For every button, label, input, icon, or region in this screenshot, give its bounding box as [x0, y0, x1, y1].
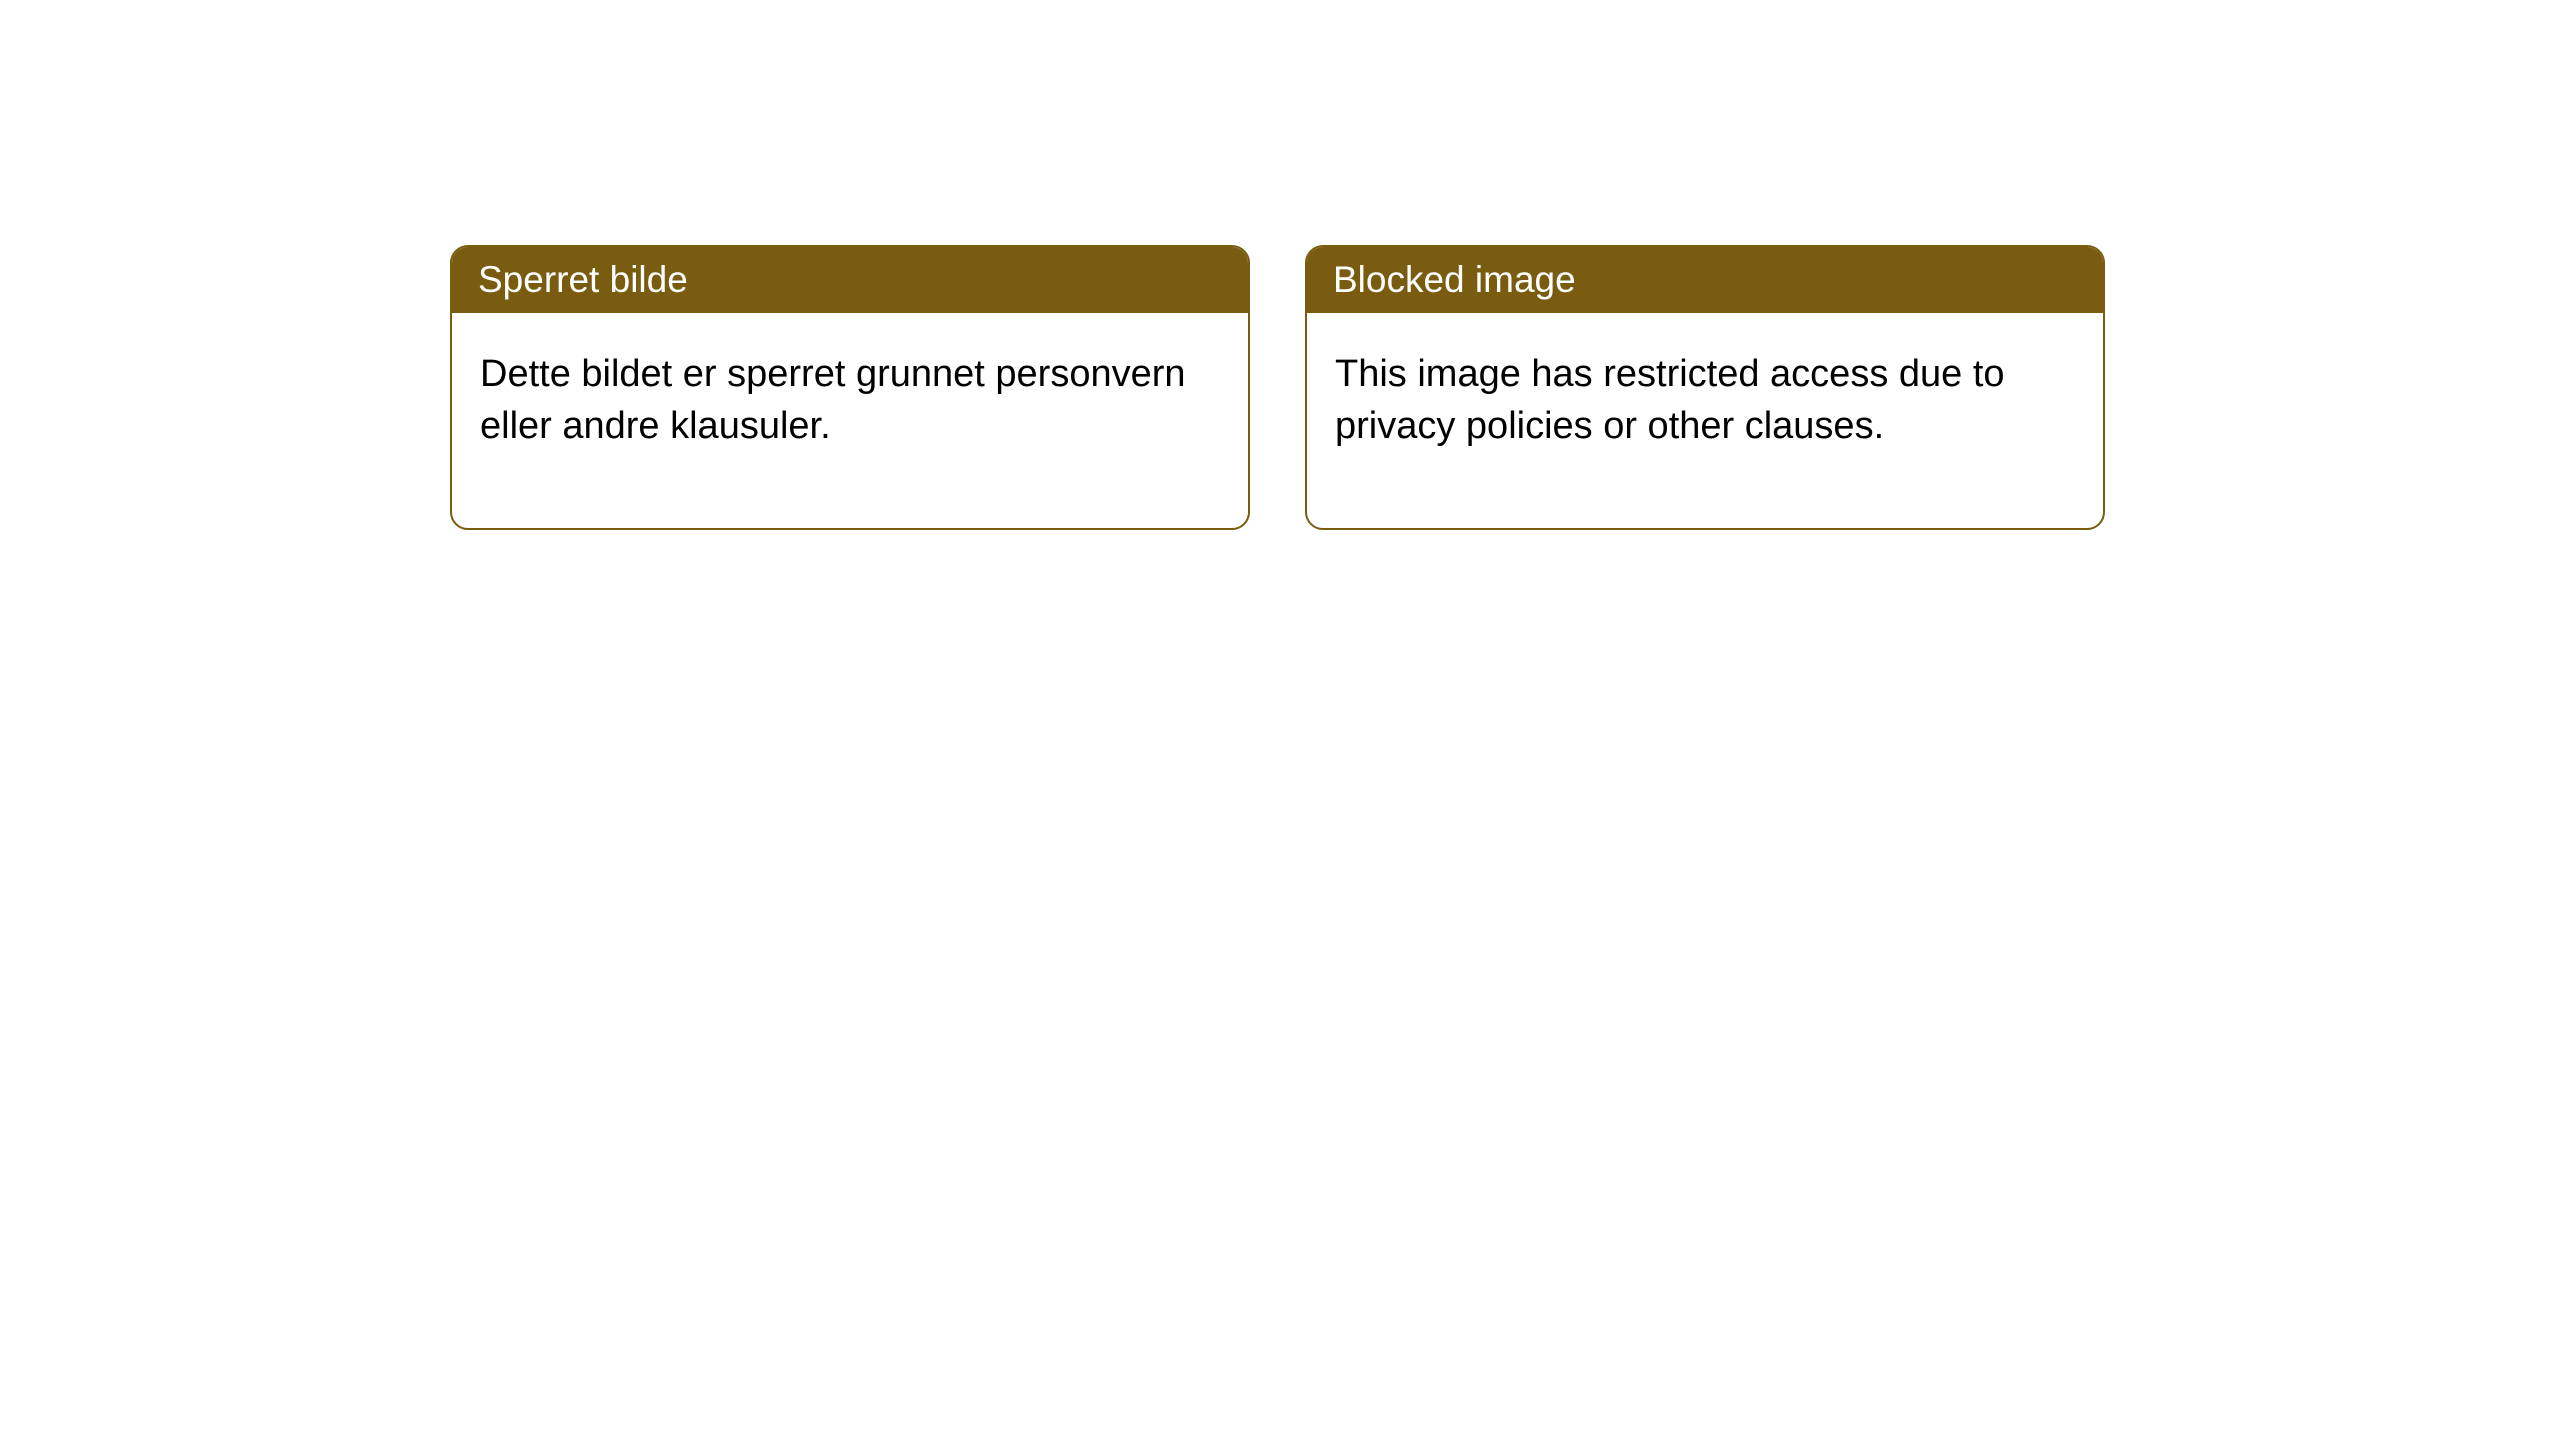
- card-body-en: This image has restricted access due to …: [1307, 313, 2103, 528]
- card-body-no: Dette bildet er sperret grunnet personve…: [452, 313, 1248, 528]
- card-title-no: Sperret bilde: [478, 259, 688, 300]
- card-header-en: Blocked image: [1307, 247, 2103, 313]
- blocked-image-card-en: Blocked image This image has restricted …: [1305, 245, 2105, 530]
- card-message-no: Dette bildet er sperret grunnet personve…: [480, 353, 1186, 447]
- card-header-no: Sperret bilde: [452, 247, 1248, 313]
- card-title-en: Blocked image: [1333, 259, 1576, 300]
- card-message-en: This image has restricted access due to …: [1335, 353, 2005, 447]
- notice-cards-container: Sperret bilde Dette bildet er sperret gr…: [450, 245, 2105, 530]
- blocked-image-card-no: Sperret bilde Dette bildet er sperret gr…: [450, 245, 1250, 530]
